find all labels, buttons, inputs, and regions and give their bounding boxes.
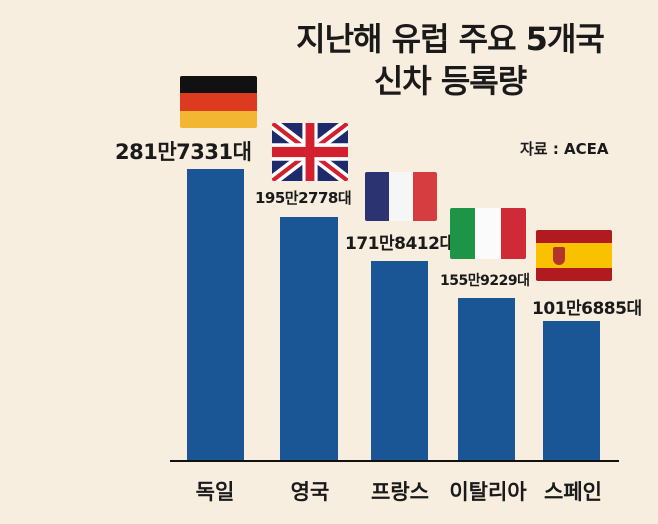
title-line-1: 지난해 유럽 주요 5개국 (296, 20, 605, 58)
category-label-france: 프랑스 (371, 480, 429, 504)
category-label-uk: 영국 (290, 480, 330, 504)
france-flag-icon (365, 172, 437, 221)
bar-italy (458, 298, 515, 461)
spain-flag-icon (536, 230, 612, 281)
spain-coat-of-arms-icon (553, 246, 565, 265)
bar-spain (543, 321, 600, 461)
value-label-spain: 101만6885대 (532, 299, 642, 319)
bar-germany (187, 169, 244, 461)
source-label: 자료 : ACEA (520, 140, 609, 158)
value-label-uk: 195만2778대 (255, 189, 352, 207)
chart-title: 지난해 유럽 주요 5개국 신차 등록량 (260, 18, 640, 102)
category-label-italy: 이탈리아 (449, 480, 527, 504)
bar-uk (280, 217, 338, 461)
value-label-italy: 155만9229대 (440, 273, 530, 289)
title-line-2: 신차 등록량 (373, 62, 527, 100)
bar-france (371, 261, 428, 461)
value-label-germany: 281만7331대 (115, 140, 252, 164)
germany-flag-icon (180, 76, 257, 128)
x-axis-line (170, 460, 619, 462)
italy-flag-icon (450, 208, 526, 259)
uk-flag-icon (272, 123, 348, 181)
value-label-france: 171만8412대 (345, 234, 455, 254)
category-label-spain: 스페인 (544, 480, 602, 504)
category-label-germany: 독일 (195, 480, 235, 504)
